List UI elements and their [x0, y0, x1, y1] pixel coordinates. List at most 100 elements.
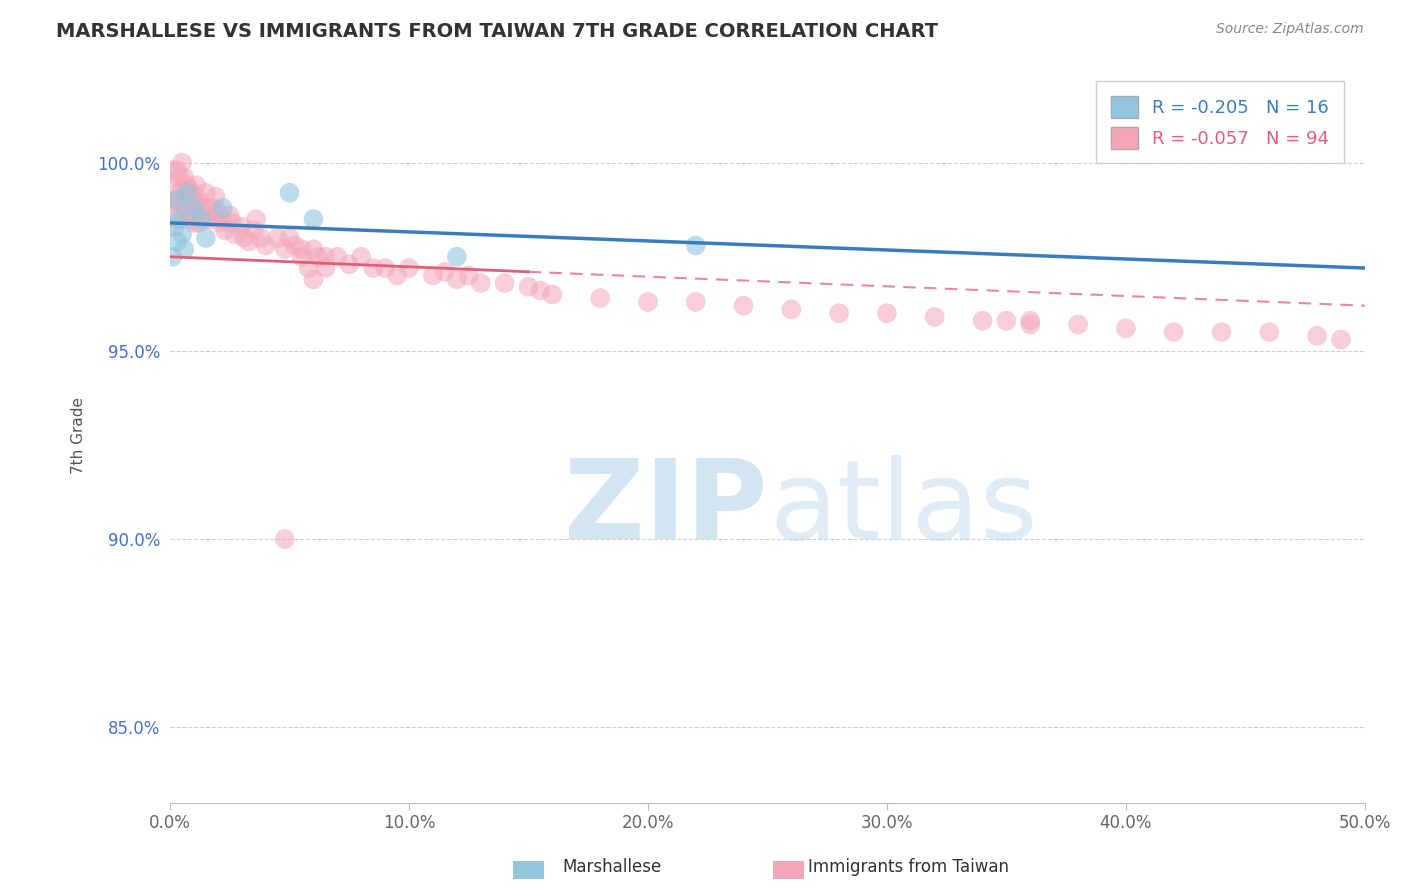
- Point: [685, 238, 707, 252]
- Point: [187, 216, 209, 230]
- Point: [398, 260, 420, 275]
- Point: [422, 268, 444, 283]
- Point: [283, 238, 305, 252]
- Point: [169, 212, 191, 227]
- Point: [733, 299, 755, 313]
- Point: [170, 182, 193, 196]
- Text: atlas: atlas: [770, 456, 1039, 563]
- Point: [302, 272, 325, 286]
- Text: Marshallese: Marshallese: [562, 858, 662, 876]
- Point: [221, 216, 243, 230]
- Point: [290, 250, 312, 264]
- Text: MARSHALLESE VS IMMIGRANTS FROM TAIWAN 7TH GRADE CORRELATION CHART: MARSHALLESE VS IMMIGRANTS FROM TAIWAN 7T…: [56, 22, 938, 41]
- Point: [1330, 333, 1353, 347]
- Point: [1067, 318, 1090, 332]
- Point: [170, 227, 193, 242]
- Point: [194, 212, 217, 227]
- Point: [470, 276, 492, 290]
- Point: [242, 223, 264, 237]
- Point: [517, 280, 540, 294]
- Point: [254, 238, 277, 252]
- Point: [187, 194, 209, 208]
- Point: [162, 163, 184, 178]
- Point: [176, 186, 198, 200]
- Point: [529, 284, 551, 298]
- Point: [1019, 314, 1042, 328]
- Point: [173, 242, 195, 256]
- Point: [183, 189, 205, 203]
- Point: [190, 212, 212, 227]
- Point: [218, 208, 240, 222]
- Point: [173, 170, 195, 185]
- Point: [278, 186, 301, 200]
- Point: [374, 260, 396, 275]
- Point: [278, 231, 301, 245]
- Point: [176, 204, 198, 219]
- Point: [1306, 328, 1329, 343]
- Point: [169, 170, 191, 185]
- Point: [186, 204, 208, 219]
- Point: [685, 294, 707, 309]
- Point: [233, 231, 256, 245]
- Point: [298, 260, 321, 275]
- Point: [166, 194, 188, 208]
- Text: ZIP: ZIP: [564, 456, 768, 563]
- Point: [274, 242, 297, 256]
- Point: [163, 212, 186, 227]
- Point: [162, 250, 184, 264]
- Y-axis label: 7th Grade: 7th Grade: [72, 397, 86, 474]
- Point: [194, 231, 217, 245]
- Point: [1211, 325, 1233, 339]
- Point: [250, 231, 273, 245]
- Point: [1258, 325, 1281, 339]
- Point: [166, 163, 188, 178]
- Point: [183, 201, 205, 215]
- Point: [589, 291, 612, 305]
- Point: [197, 201, 219, 215]
- Point: [637, 294, 659, 309]
- Point: [876, 306, 898, 320]
- Point: [193, 208, 215, 222]
- Point: [314, 250, 336, 264]
- Point: [446, 272, 468, 286]
- Point: [200, 212, 222, 227]
- Point: [163, 219, 186, 234]
- Point: [166, 235, 188, 249]
- Point: [190, 201, 212, 215]
- Point: [162, 194, 184, 208]
- Point: [231, 219, 253, 234]
- Point: [202, 201, 225, 215]
- Point: [204, 189, 226, 203]
- Point: [1115, 321, 1137, 335]
- Point: [446, 250, 468, 264]
- Point: [224, 227, 246, 242]
- Point: [166, 194, 188, 208]
- Point: [290, 242, 312, 256]
- Point: [180, 186, 202, 200]
- Point: [302, 242, 325, 256]
- Point: [385, 268, 408, 283]
- Point: [302, 212, 325, 227]
- Point: [179, 182, 201, 196]
- Point: [780, 302, 803, 317]
- Point: [170, 155, 193, 169]
- Text: Immigrants from Taiwan: Immigrants from Taiwan: [808, 858, 1010, 876]
- Text: Source: ZipAtlas.com: Source: ZipAtlas.com: [1216, 22, 1364, 37]
- Point: [457, 268, 479, 283]
- Point: [361, 260, 384, 275]
- Legend: R = -0.205   N = 16, R = -0.057   N = 94: R = -0.205 N = 16, R = -0.057 N = 94: [1097, 81, 1344, 163]
- Point: [924, 310, 946, 324]
- Point: [163, 182, 186, 196]
- Point: [209, 216, 232, 230]
- Point: [214, 223, 236, 237]
- Point: [211, 201, 233, 215]
- Point: [266, 231, 288, 245]
- Point: [1019, 318, 1042, 332]
- Point: [274, 532, 297, 546]
- Point: [238, 235, 260, 249]
- Point: [186, 178, 208, 193]
- Point: [211, 212, 233, 227]
- Point: [207, 204, 229, 219]
- Point: [828, 306, 851, 320]
- Point: [350, 250, 373, 264]
